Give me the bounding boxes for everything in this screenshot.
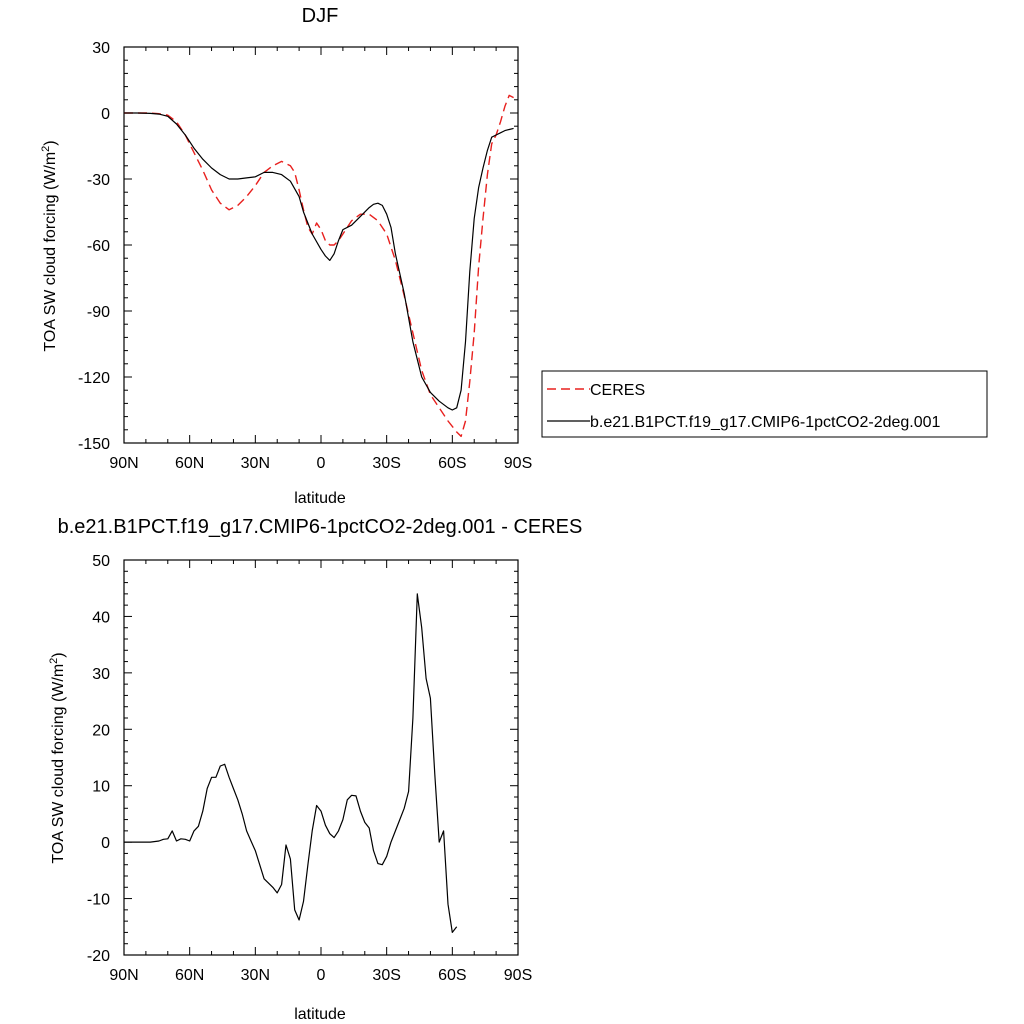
top-x-tick-label: 90N xyxy=(109,455,138,472)
bottom-plot-frame xyxy=(123,559,519,956)
top-plot: DJF 90N 60N 30N 0 30S 60S 90S 30 0 -30 -60 -90 -120 -… xyxy=(40,5,988,507)
top-axis-ticks: 90N 60N 30N 0 30S 60S 90S 30 0 -30 -60 -90 -120 -150 xyxy=(78,40,532,472)
bottom-x-tick-label: 90N xyxy=(109,967,138,984)
top-x-tick-label: 0 xyxy=(317,455,326,472)
top-y-tick-label: -30 xyxy=(87,172,110,189)
top-x-tick-label: 60S xyxy=(438,455,466,472)
bottom-x-tick-label: 90S xyxy=(504,967,532,984)
top-y-tick-label: 30 xyxy=(92,40,110,57)
legend-box xyxy=(541,370,988,438)
top-x-tick-label: 90S xyxy=(504,455,532,472)
top-y-tick-label: -90 xyxy=(87,304,110,321)
bottom-x-tick-label: 60S xyxy=(438,967,466,984)
bottom-y-tick-label: 40 xyxy=(92,609,110,626)
top-y-axis-title-sup: 2 xyxy=(40,146,52,152)
bottom-x-tick-label: 30S xyxy=(372,967,400,984)
top-series-lines xyxy=(124,94,514,438)
bottom-y-tick-label: 50 xyxy=(92,553,110,570)
legend: CERES b.e21.B1PCT.f19_g17.CMIP6-1pctCO2-… xyxy=(541,370,988,438)
bottom-x-tick-label: 0 xyxy=(317,967,326,984)
bottom-series-lines xyxy=(124,593,458,934)
bottom-y-tick-label: 20 xyxy=(92,722,110,739)
top-y-axis-title-end: ) xyxy=(42,140,59,145)
bottom-axis-ticks: 90N 60N 30N 0 30S 60S 90S 50 40 30 20 10 0 -10 -20 xyxy=(87,553,532,984)
top-series-line-0 xyxy=(124,94,514,438)
top-y-axis-title-main: TOA SW cloud forcing (W/m xyxy=(42,152,59,352)
bottom-x-axis-title: latitude xyxy=(294,1006,346,1023)
legend-label-model: b.e21.B1PCT.f19_g17.CMIP6-1pctCO2-2deg.0… xyxy=(590,414,941,431)
top-series-line-1 xyxy=(124,112,514,411)
legend-label-ceres: CERES xyxy=(590,382,645,399)
top-y-tick-label: -150 xyxy=(78,436,110,453)
bottom-plot: b.e21.B1PCT.f19_g17.CMIP6-1pctCO2-2deg.0… xyxy=(48,516,582,1023)
top-chart-title: DJF xyxy=(302,5,339,27)
top-x-axis-title: latitude xyxy=(294,490,346,507)
bottom-y-tick-label: 10 xyxy=(92,779,110,796)
top-x-tick-label: 30N xyxy=(241,455,270,472)
top-y-tick-label: 0 xyxy=(101,106,110,123)
bottom-y-axis-title-end: ) xyxy=(50,652,67,657)
bottom-x-tick-label: 60N xyxy=(175,967,204,984)
top-y-tick-label: -60 xyxy=(87,238,110,255)
top-x-tick-label: 30S xyxy=(372,455,400,472)
bottom-y-tick-label: -10 xyxy=(87,892,110,909)
bottom-y-tick-label: -20 xyxy=(87,948,110,965)
bottom-chart-title: b.e21.B1PCT.f19_g17.CMIP6-1pctCO2-2deg.0… xyxy=(58,516,583,538)
top-x-tick-label: 60N xyxy=(175,455,204,472)
top-y-tick-label: -120 xyxy=(78,370,110,387)
bottom-y-axis-title-main: TOA SW cloud forcing (W/m xyxy=(50,664,67,864)
bottom-y-axis-title: TOA SW cloud forcing (W/m2) xyxy=(48,652,67,863)
bottom-series-line-0 xyxy=(124,593,458,934)
top-y-axis-title: TOA SW cloud forcing (W/m2) xyxy=(40,140,59,351)
bottom-y-tick-label: 0 xyxy=(101,835,110,852)
bottom-y-axis-title-sup: 2 xyxy=(48,658,60,664)
bottom-x-tick-label: 30N xyxy=(241,967,270,984)
bottom-y-tick-label: 30 xyxy=(92,666,110,683)
top-plot-frame xyxy=(123,46,519,444)
